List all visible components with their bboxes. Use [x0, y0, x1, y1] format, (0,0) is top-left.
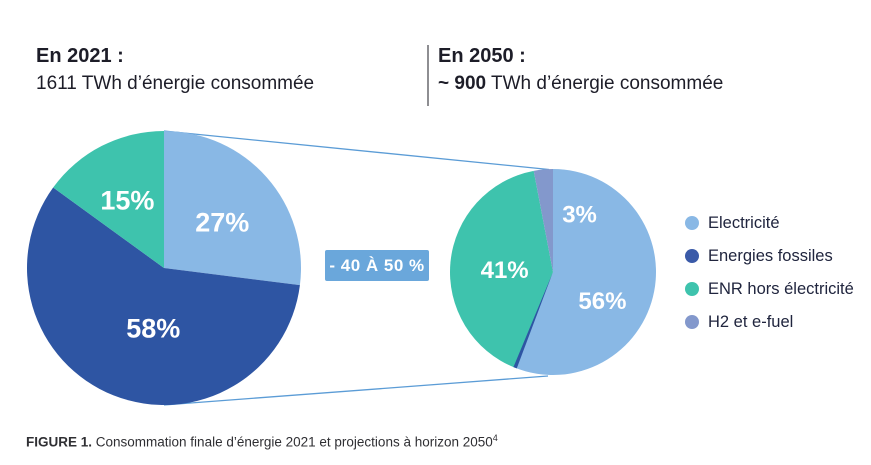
legend-item-label: Energies fossiles [708, 246, 833, 265]
pie-2050: 56% 41% 3% [450, 169, 656, 375]
pie-2050-label-h2-et-e-fuel: 3% [562, 202, 597, 229]
header-2021: En 2021 : 1611 TWh d’énergie consommée [36, 42, 314, 98]
legend-item-label: Electricité [708, 213, 780, 232]
pie-2050-label-electricit-: 56% [578, 288, 626, 315]
pie-2050-slice-electricit- [515, 169, 656, 375]
connector-line-bottom [163, 375, 549, 406]
figure-caption-footnote: 4 [492, 433, 498, 443]
header-2050-subtitle-bold: ~ 900 [438, 73, 487, 94]
header-2050-subtitle-rest: TWh d’énergie consommée [486, 73, 724, 94]
pie-2021-label-energies-fossiles: 58% [126, 314, 180, 344]
legend-item-enr: ENR hors électricité [685, 279, 854, 299]
pie-2021: 27% 58% 15% [26, 131, 301, 405]
legend-item-label: ENR hors électricité [708, 279, 854, 298]
legend-item-energies-fossiles: Energies fossiles [685, 246, 854, 266]
chart-legend: Electricité Energies fossiles ENR hors é… [685, 213, 854, 332]
pie-2021-label-electricit-: 27% [195, 207, 249, 237]
pie-2050-slice-h2-et-e-fuel [533, 169, 553, 272]
enr-dot-icon [685, 282, 699, 296]
electricite-dot-icon [685, 216, 699, 230]
header-divider [427, 45, 429, 106]
pie-2050-slice-enr-hors-lectricit- [450, 170, 553, 368]
header-2021-subtitle: 1611 TWh d’énergie consommée [36, 73, 315, 94]
header-2050: En 2050 : ~ 900 TWh d’énergie consommée [438, 42, 723, 98]
header-2050-subtitle: ~ 900 TWh d’énergie consommée [438, 70, 723, 98]
legend-item-label: H2 et e-fuel [708, 312, 794, 331]
pie-2050-label-enr-hors-lectricit-: 41% [481, 257, 529, 284]
pie-2021-label-enr-hors-lectricit-: 15% [100, 186, 154, 216]
figure-caption-text: Consommation finale d’énergie 2021 et pr… [92, 434, 493, 450]
legend-item-h2-efuel: H2 et e-fuel [685, 312, 854, 332]
pie-2021-slice-electricit- [164, 131, 301, 286]
header-2050-title: En 2050 : [438, 45, 526, 67]
figure-caption: FIGURE 1. Consommation finale d’énergie … [26, 433, 498, 450]
pie-2021-slice-enr-hors-lectricit- [53, 131, 164, 268]
figure-caption-prefix: FIGURE 1. [26, 434, 93, 450]
pie-2050-fossil-sliver [513, 272, 553, 369]
legend-item-electricite: Electricité [685, 213, 854, 233]
header-2021-title: En 2021 : [36, 45, 124, 67]
connector-line-top [163, 130, 550, 171]
pie-2021-slice-energies-fossiles [26, 187, 300, 405]
reduction-badge: - 40 À 50 % [325, 250, 429, 281]
energies-fossiles-dot-icon [685, 249, 699, 263]
h2-efuel-dot-icon [685, 315, 699, 329]
